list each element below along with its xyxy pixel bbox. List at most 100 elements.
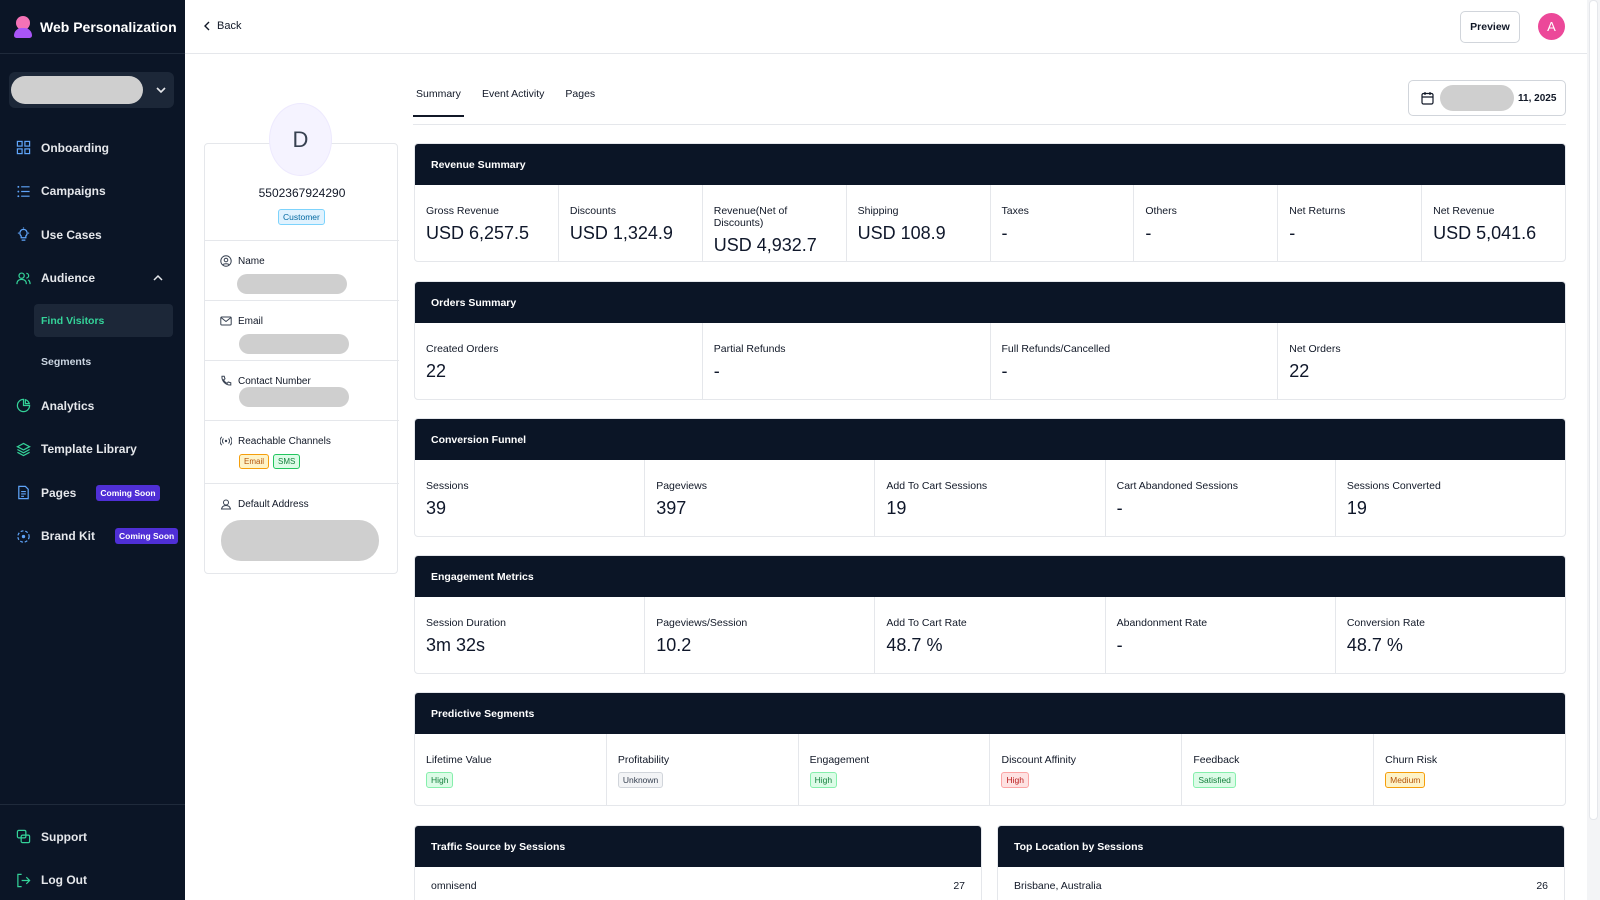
metric-sessions: Sessions 39	[415, 460, 646, 536]
traffic-source-count: 27	[953, 880, 965, 892]
sidebar-item-analytics[interactable]: Analytics	[0, 384, 185, 428]
segment-profitability: Profitability Unknown	[607, 734, 799, 805]
metric-partial-refunds: Partial Refunds -	[703, 323, 991, 399]
coming-soon-badge: Coming Soon	[96, 484, 160, 501]
mail-icon	[220, 316, 232, 326]
sidebar-item-label: Onboarding	[41, 140, 109, 155]
list-icon	[16, 184, 31, 199]
panel-title: Orders Summary	[415, 282, 1565, 323]
sidebar-item-label: Analytics	[41, 398, 95, 413]
sidebar-item-pages[interactable]: Pages Coming Soon	[0, 471, 185, 515]
metric-value: -	[1145, 223, 1152, 243]
segment-badge: Medium	[1385, 772, 1426, 788]
sidebar-item-onboarding[interactable]: Onboarding	[0, 126, 185, 170]
date-range-picker[interactable]: 11, 2025	[1408, 80, 1566, 116]
sidebar-item-label: Brand Kit	[41, 529, 95, 544]
metric-taxes: Taxes -	[991, 185, 1135, 261]
metric-value: 48.7 %	[1346, 635, 1403, 655]
metric-net-returns: Net Returns -	[1278, 185, 1423, 261]
traffic-source-panel: Traffic Source by Sessions omnisend 27	[414, 825, 982, 900]
sidebar-item-label: Template Library	[41, 442, 137, 457]
redacted-store-name	[11, 76, 143, 104]
redacted-date-start	[1440, 85, 1514, 111]
segment-badge: High	[426, 772, 454, 788]
traffic-source-label: omnisend	[431, 880, 477, 892]
orders-summary-panel: Orders Summary Created Orders 22 Partial …	[414, 281, 1566, 400]
tab-divider	[413, 124, 1566, 125]
scrollbar-thumb[interactable]	[1589, 0, 1598, 820]
sidebar-item-label: Campaigns	[41, 184, 106, 199]
metric-label: Shipping	[857, 205, 899, 217]
back-label: Back	[217, 20, 242, 32]
sidebar-item-label: Log Out	[41, 873, 87, 888]
tab-summary[interactable]: Summary	[413, 80, 464, 117]
sidebar-item-log-out[interactable]: Log Out	[0, 859, 185, 900]
redacted-email	[239, 334, 349, 354]
brand-logo-icon	[14, 15, 32, 38]
segment-badge: High	[1001, 772, 1029, 788]
segment-churn-risk: Churn Risk Medium	[1374, 734, 1565, 805]
sidebar-footer: Support Log Out	[0, 804, 185, 900]
metric-label: Discounts	[569, 205, 616, 217]
store-selector[interactable]	[9, 72, 174, 108]
panel-title: Predictive Segments	[415, 693, 1565, 734]
metric-label: Pageviews/Session	[656, 617, 748, 629]
metric-value: USD 108.9	[857, 223, 946, 243]
segment-badge: High	[809, 772, 838, 788]
palette-icon	[16, 529, 31, 544]
chevron-down-icon	[156, 87, 166, 94]
field-label-channels: Reachable Channels	[220, 435, 331, 447]
sidebar-nav: Onboarding Campaigns Use Cases Audience …	[0, 126, 185, 558]
field-label-text: Default Address	[238, 498, 309, 510]
sidebar-item-audience[interactable]: Audience	[0, 257, 185, 301]
metric-label: Created Orders	[426, 343, 499, 355]
field-label-address: Default Address	[220, 498, 309, 510]
predictive-segments-panel: Predictive Segments Lifetime Value High P…	[414, 692, 1566, 806]
sidebar-item-label: Audience	[41, 271, 96, 286]
chevron-left-icon	[204, 21, 210, 31]
back-link[interactable]: Back	[203, 20, 241, 32]
app-title: Web Personalization	[40, 18, 177, 35]
sidebar-item-segments[interactable]: Segments	[41, 355, 92, 368]
metric-shipping: Shipping USD 108.9	[847, 185, 991, 261]
lightbulb-icon	[16, 227, 31, 242]
tab-pages[interactable]: Pages	[565, 88, 596, 100]
metric-value: -	[713, 361, 720, 381]
metric-created-orders: Created Orders 22	[415, 323, 703, 399]
sidebar-item-template-library[interactable]: Template Library	[0, 428, 185, 472]
field-reachable-channels: Reachable Channels Email SMS	[205, 420, 399, 483]
metric-label: Lifetime Value	[426, 754, 492, 766]
phone-icon	[221, 375, 232, 386]
metric-value: USD 4,932.7	[713, 235, 817, 255]
users-icon	[16, 271, 31, 286]
metric-value: -	[1001, 223, 1008, 243]
segment-badge: Unknown	[617, 772, 664, 788]
user-avatar[interactable]: A	[1538, 13, 1565, 40]
table-row: Brisbane, Australia 26	[998, 867, 1564, 900]
sidebar-item-find-visitors[interactable]: Find Visitors	[34, 304, 173, 337]
metric-label: Net Returns	[1289, 205, 1346, 217]
panel-title: Top Location by Sessions	[998, 826, 1564, 867]
support-icon	[16, 829, 31, 844]
metric-label: Taxes	[1001, 205, 1029, 217]
sidebar-item-campaigns[interactable]: Campaigns	[0, 170, 185, 214]
profile-card: 5502367924290 Customer Name Email Contac…	[204, 143, 399, 574]
metric-pageviews: Pageviews 397	[645, 460, 876, 536]
user-circle-icon	[220, 255, 232, 267]
sidebar-item-use-cases[interactable]: Use Cases	[0, 213, 185, 257]
metric-discounts: Discounts USD 1,324.9	[559, 185, 703, 261]
preview-button[interactable]: Preview	[1460, 11, 1520, 43]
tab-event-activity[interactable]: Event Activity	[481, 88, 545, 100]
sidebar-item-brand-kit[interactable]: Brand Kit Coming Soon	[0, 515, 185, 559]
metric-add-to-cart-sessions: Add To Cart Sessions 19	[875, 460, 1106, 536]
sidebar-item-support[interactable]: Support	[0, 815, 185, 859]
segment-lifetime-value: Lifetime Value High	[415, 734, 607, 805]
segment-badge: Satisfied	[1193, 772, 1236, 788]
metric-value: 22	[426, 361, 447, 381]
chevron-up-icon[interactable]	[151, 271, 165, 285]
logout-icon	[16, 873, 31, 888]
metric-label: Abandonment Rate	[1116, 617, 1208, 629]
table-row: omnisend 27	[415, 867, 981, 900]
calendar-icon	[1421, 92, 1434, 105]
segment-feedback: Feedback Satisfied	[1182, 734, 1375, 805]
